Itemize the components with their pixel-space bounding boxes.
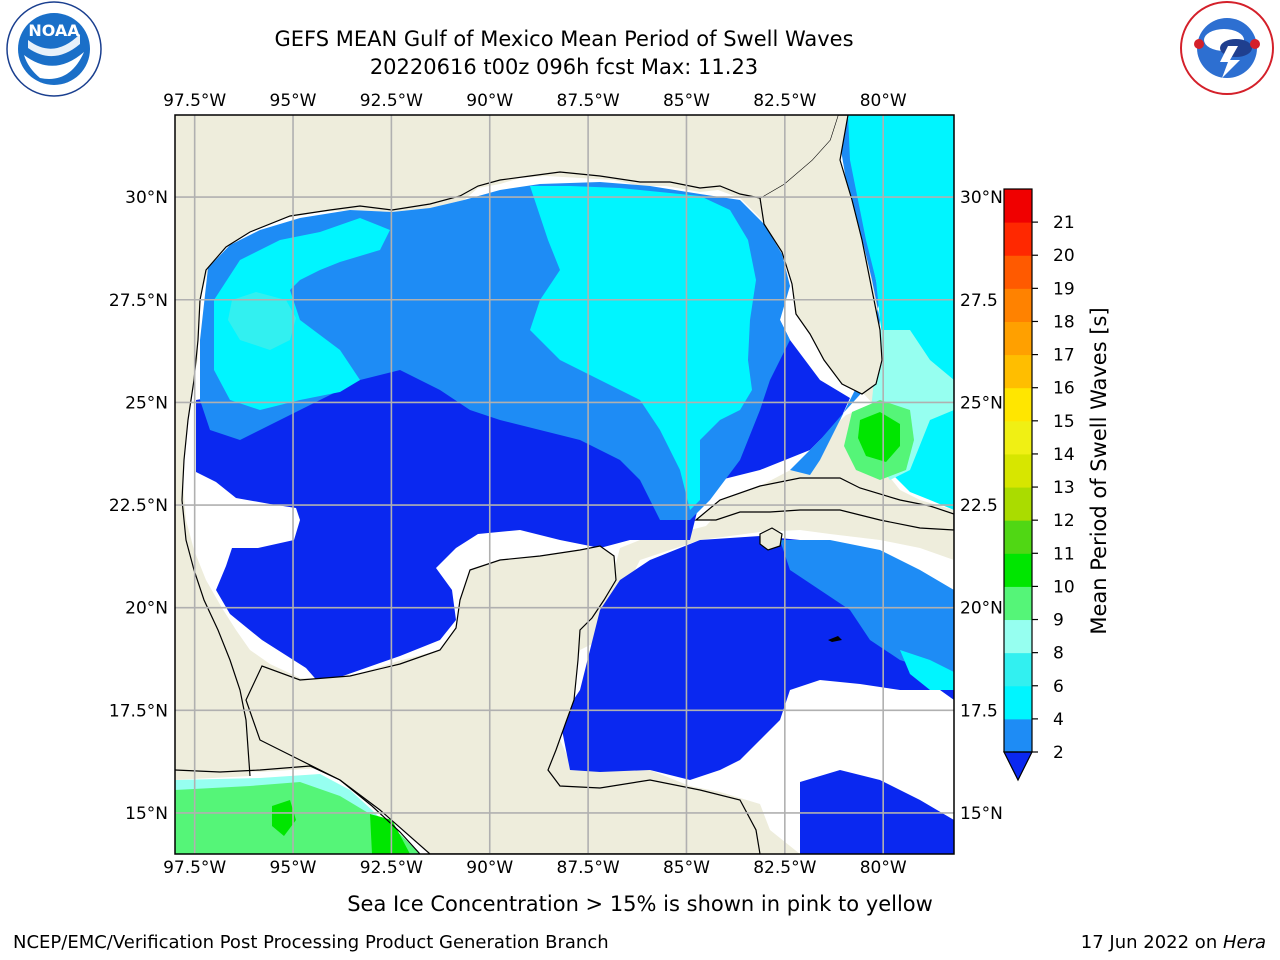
colorbar-tick-label: 2 (1053, 743, 1064, 763)
land-yucatan (245, 545, 761, 854)
nws-logo (1180, 1, 1274, 95)
swell-band-8-9-gulf (228, 292, 296, 350)
colorbar: 2 4 6 8 9 10 11 12 13 14 15 16 17 18 19 20 21 (1003, 188, 1075, 782)
colorbar-tick-label: 19 (1053, 279, 1075, 299)
swell-band-6-8-caribbean (900, 650, 954, 690)
lon-label-top: 97.5°W (163, 91, 226, 111)
colorbar-segment (1004, 189, 1032, 223)
footer-host: Hera (1222, 932, 1266, 953)
lat-label-right: 17.5 (960, 701, 998, 721)
lon-label-bottom: 90°W (466, 858, 513, 878)
lat-label-right: 22.5 (960, 496, 998, 516)
lon-label-bottom: 85°W (663, 858, 710, 878)
swell-band-4-6-caribbean (780, 540, 954, 680)
colorbar-tick-label: 14 (1053, 445, 1075, 465)
land-central-mexico (175, 115, 838, 780)
colorbar-segment (1004, 586, 1032, 621)
lon-label-top: 95°W (270, 91, 317, 111)
colorbar-segment (1004, 453, 1032, 488)
colorbar-tick-label: 21 (1053, 213, 1075, 233)
colorbar-tick-label: 16 (1053, 379, 1075, 399)
lat-label-left: 30°N (125, 188, 168, 208)
chart-subtitle-run: 20220616 t00z 096h fcst Max: 11.23 (369, 55, 759, 79)
lon-label-bottom: 95°W (270, 858, 317, 878)
lat-label-left: 20°N (125, 599, 168, 619)
swell-band-9-10-pacific (175, 782, 420, 854)
colorbar-segment (1004, 685, 1032, 720)
lat-labels-left: 30°N 27.5°N 25°N 22.5°N 20°N 17.5°N 15°N (109, 188, 168, 824)
lat-label-right: 20°N (960, 599, 1003, 619)
swell-band-10-11-pacific (272, 800, 410, 854)
coastline-gulf (181, 171, 761, 777)
colorbar-segment (1004, 619, 1032, 654)
colorbar-segment (1004, 354, 1032, 389)
colorbar-segment (1004, 487, 1032, 521)
swell-band-10-11-atlantic (858, 412, 900, 462)
lon-labels-top: 97.5°W 95°W 92.5°W 90°W 87.5°W 85°W 82.5°W 80°W (163, 91, 907, 111)
map-frame (174, 114, 955, 855)
swell-band-6-8-gulf (214, 186, 756, 510)
land-isle-of-youth (759, 527, 783, 551)
lon-label-bottom: 92.5°W (360, 858, 423, 878)
colorbar-tick-label: 12 (1053, 511, 1075, 531)
noaa-logo-text: NOAA (28, 21, 80, 40)
lat-label-right: 27.5 (960, 291, 998, 311)
colorbar-tick-label: 8 (1053, 644, 1064, 664)
lon-label-top: 85°W (663, 91, 710, 111)
colorbar-tick-label: 18 (1053, 312, 1075, 332)
colorbar-tick-label: 10 (1053, 577, 1075, 597)
lat-label-right: 30°N (960, 188, 1003, 208)
lat-label-right: 25°N (960, 393, 1003, 413)
colorbar-segment (1004, 652, 1032, 687)
sea-ice-note: Sea Ice Concentration > 15% is shown in … (347, 892, 933, 916)
land-jamaica (828, 636, 842, 642)
colorbar-segment (1004, 288, 1032, 322)
colorbar-tick-label: 4 (1053, 710, 1064, 730)
footer-producer: NCEP/EMC/Verification Post Processing Pr… (13, 932, 609, 953)
colorbar-tick-label: 20 (1053, 246, 1075, 266)
map-gridlines (175, 115, 954, 854)
lon-label-top: 90°W (466, 91, 513, 111)
noaa-logo: NOAA (6, 1, 102, 97)
footer-date: 17 Jun 2022 on Hera (1081, 932, 1266, 953)
chart-title: GEFS MEAN Gulf of Mexico Mean Period of … (274, 27, 854, 51)
footer-date-text: 17 Jun 2022 on (1080, 932, 1223, 953)
colorbar-tick-label: 11 (1053, 544, 1075, 564)
lat-label-right: 15°N (960, 804, 1003, 824)
lon-label-top: 87.5°W (557, 91, 620, 111)
lon-label-bottom: 87.5°W (557, 858, 620, 878)
colorbar-segment (1004, 553, 1032, 587)
colorbar-segment (1004, 321, 1032, 356)
colorbar-tick-label: 15 (1053, 412, 1075, 432)
colorbar-label: Mean Period of Swell Waves [s] (1087, 307, 1111, 634)
lat-labels-right: 30°N 27.5 25°N 22.5 20°N 17.5 15°N (960, 188, 1003, 824)
lon-label-top: 80°W (860, 91, 907, 111)
lat-label-left: 17.5°N (109, 701, 168, 721)
colorbar-tick-label: 6 (1053, 677, 1064, 697)
lat-label-left: 15°N (125, 804, 168, 824)
lon-label-top: 82.5°W (753, 91, 816, 111)
colorbar-extend-arrow (1003, 751, 1033, 782)
lat-label-left: 22.5°N (109, 496, 168, 516)
lat-label-left: 25°N (125, 393, 168, 413)
colorbar-frame (1003, 188, 1033, 753)
land-cuba (694, 477, 954, 531)
coastline-pacific (175, 765, 421, 854)
colorbar-tick-label: 13 (1053, 478, 1075, 498)
colorbar-segment (1004, 520, 1032, 554)
colorbar-segment (1004, 387, 1032, 422)
colorbar-segment (1004, 222, 1032, 256)
colorbar-segment (1004, 718, 1032, 753)
lon-labels-bottom: 97.5°W 95°W 92.5°W 90°W 87.5°W 85°W 82.5°W 80°W (163, 858, 907, 878)
colorbar-tick-label: 9 (1053, 611, 1064, 631)
lon-label-bottom: 82.5°W (753, 858, 816, 878)
colorbar-tick-label: 17 (1053, 346, 1075, 366)
lon-label-top: 92.5°W (360, 91, 423, 111)
lat-label-left: 27.5°N (109, 291, 168, 311)
colorbar-segment (1004, 255, 1032, 289)
lon-label-bottom: 80°W (860, 858, 907, 878)
lon-label-bottom: 97.5°W (163, 858, 226, 878)
colorbar-segment (1004, 420, 1032, 455)
